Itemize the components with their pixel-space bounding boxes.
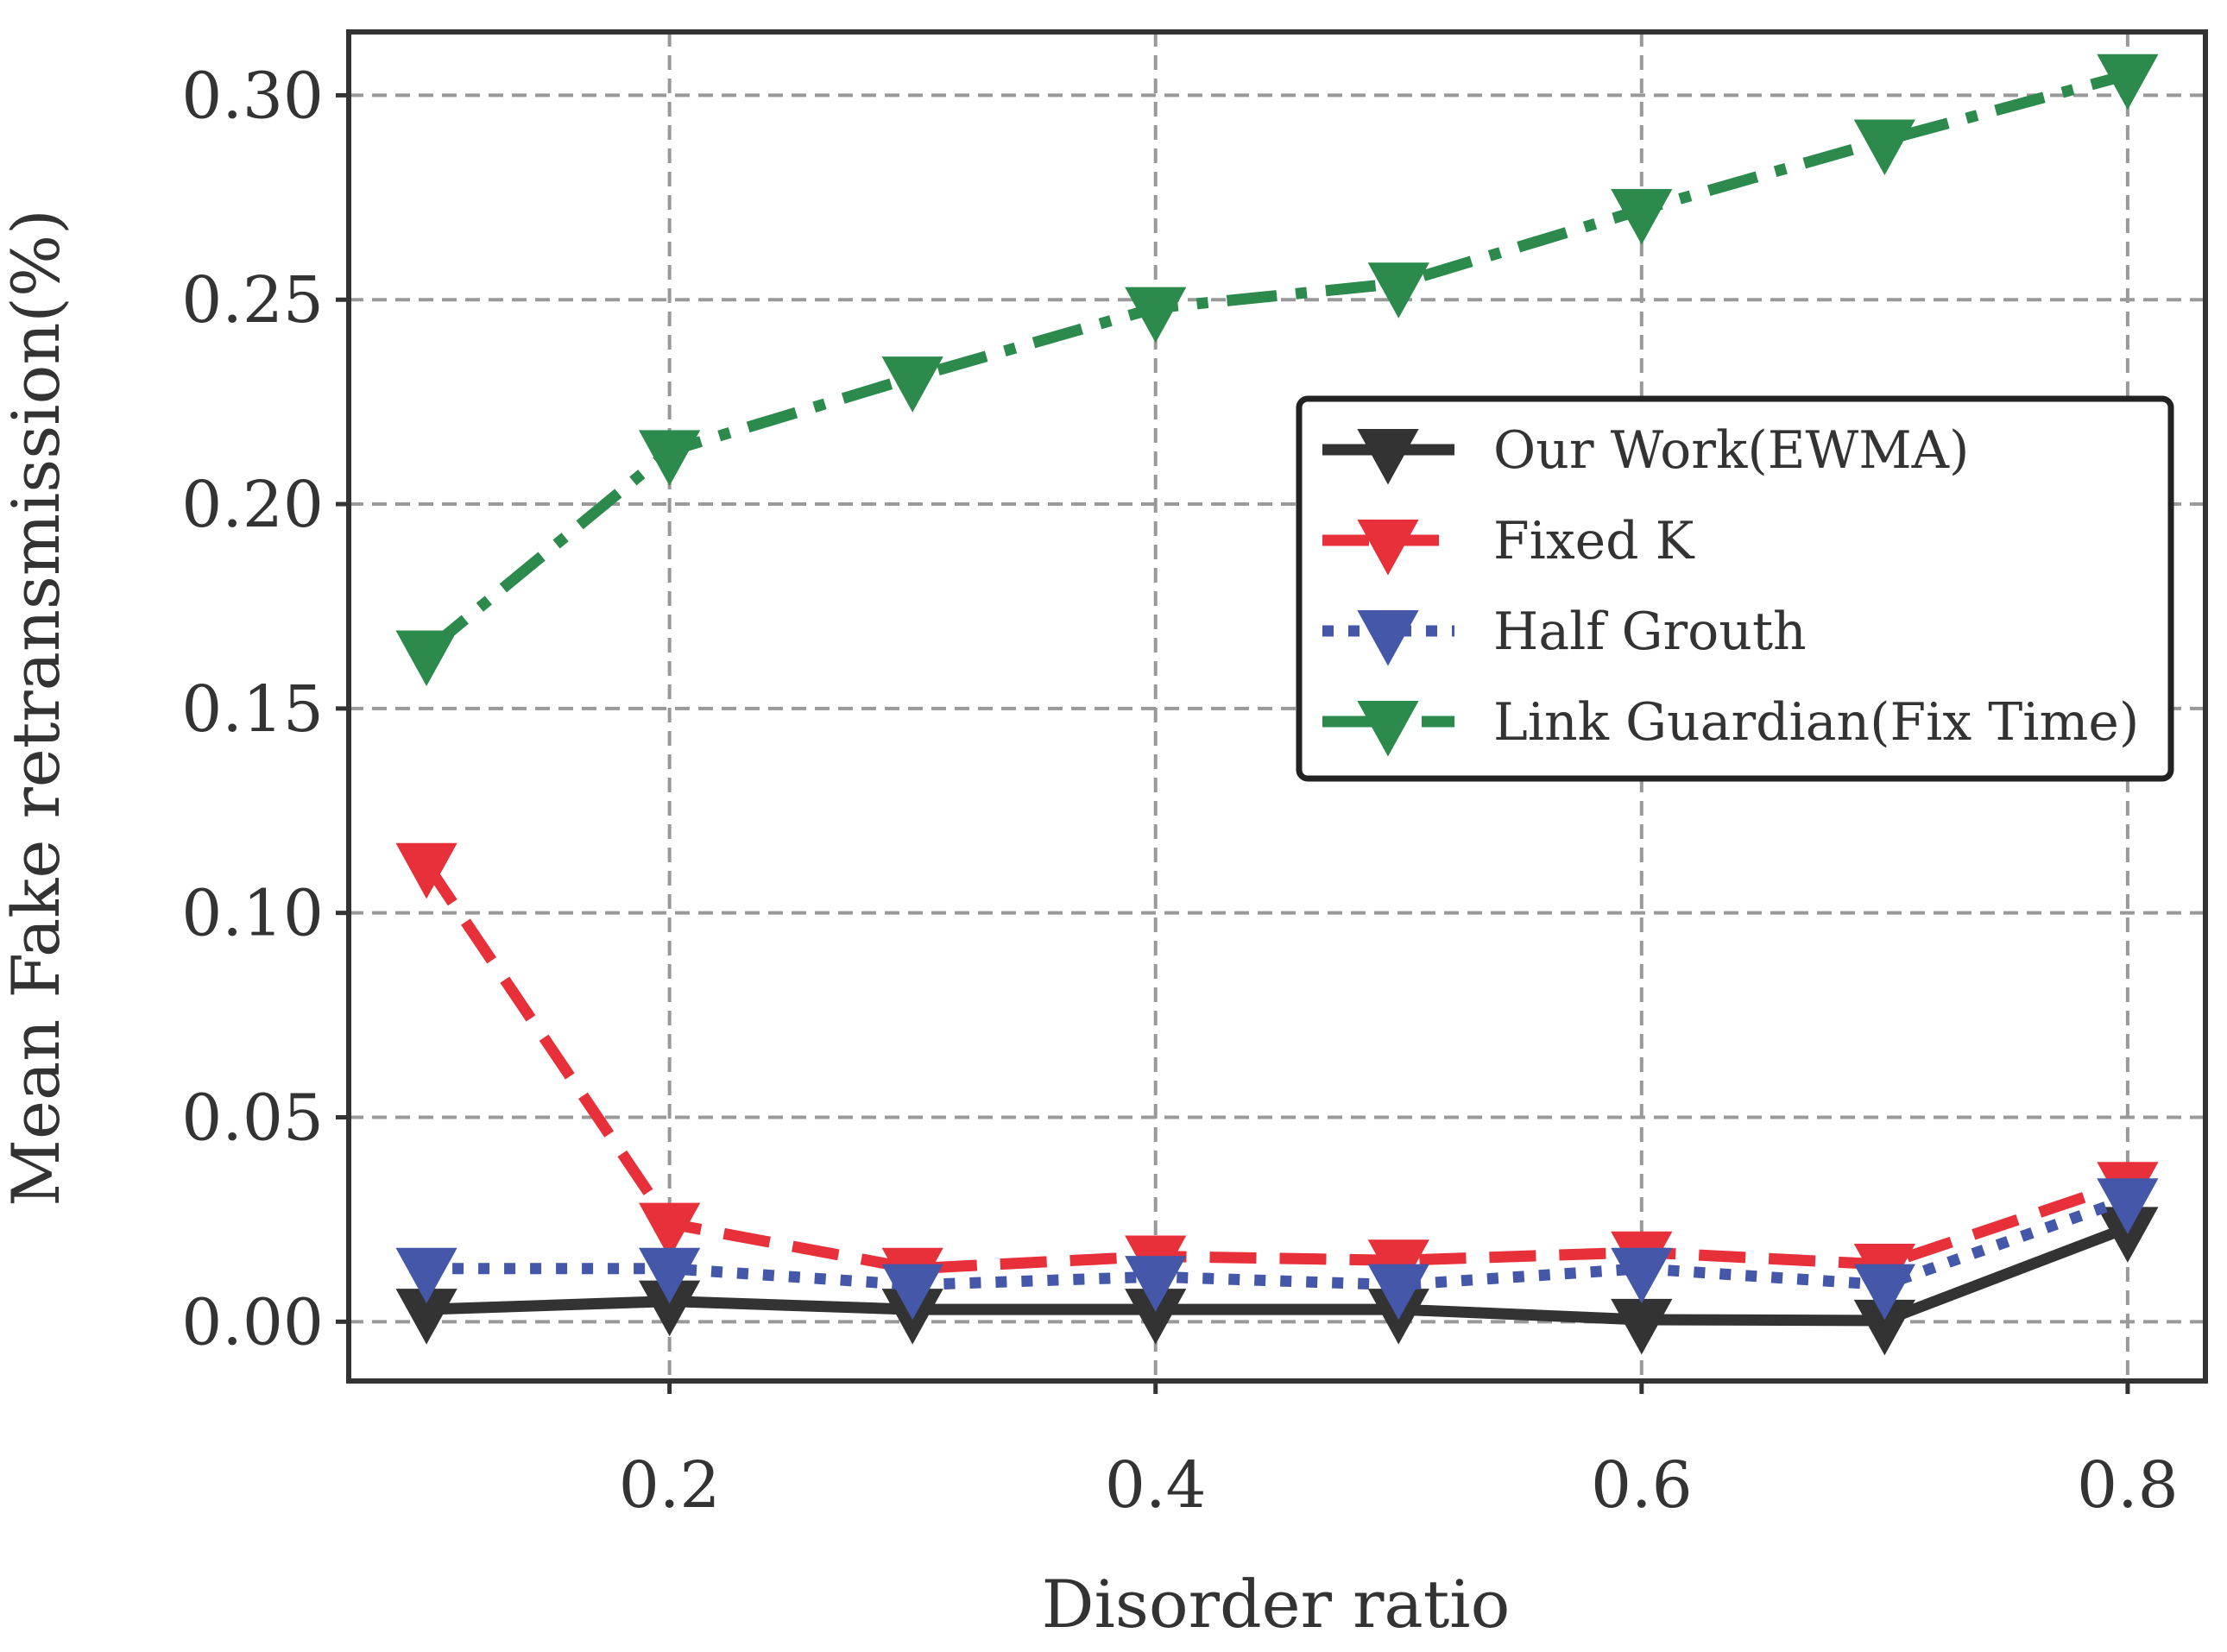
data-point-marker (395, 1247, 457, 1304)
y-tick-label: 0.10 (181, 877, 324, 951)
data-point-marker (395, 842, 457, 899)
axis-ticks: 0.2 0.4 0.6 0.8 0.00 0.05 0.10 0.15 0.20 0.25 0.30 (181, 59, 2179, 1523)
x-tick-label: 0.6 (1591, 1448, 1693, 1523)
x-tick-label: 0.8 (2077, 1448, 2179, 1523)
y-tick-label: 0.25 (181, 263, 324, 337)
data-point-marker (881, 1264, 943, 1321)
y-tick-label: 0.20 (181, 468, 324, 542)
data-point-marker (1611, 188, 1673, 245)
data-point-marker (1367, 262, 1429, 318)
data-point-marker (1853, 1264, 1915, 1321)
legend-marker (1357, 519, 1419, 576)
data-point-marker (2097, 54, 2159, 110)
legend: Our Work(EWMA) Fixed K Half Grouth Link Gua… (1296, 395, 2174, 782)
data-point-marker (1125, 287, 1187, 344)
data-point-marker (2097, 1178, 2159, 1234)
x-axis-title: Disorder ratio (1042, 1566, 1511, 1643)
y-axis-title: Mean Fake retransmission(%) (0, 209, 74, 1207)
x-tick-label: 0.2 (619, 1448, 721, 1523)
y-tick-label: 0.00 (181, 1285, 324, 1359)
legend-box (1296, 395, 2174, 782)
data-point-marker (395, 630, 457, 687)
y-tick-label: 0.05 (181, 1081, 324, 1156)
data-point-marker (1611, 1298, 1673, 1355)
data-point-marker (1853, 119, 1915, 175)
legend-marker (1357, 609, 1419, 666)
legend-marker (1357, 428, 1419, 485)
y-tick-label: 0.30 (181, 59, 324, 133)
data-point-marker (639, 430, 701, 486)
x-tick-label: 0.4 (1105, 1448, 1207, 1523)
data-point-marker (881, 356, 943, 413)
data-point-marker (1367, 1264, 1429, 1321)
series-line (422, 69, 2129, 656)
series-line (421, 861, 2129, 1275)
series-group (395, 54, 2159, 1356)
legend-marker (1357, 700, 1419, 757)
data-point-marker (1611, 1247, 1673, 1304)
y-tick-label: 0.15 (181, 672, 324, 747)
legend-label: Our Work(EWMA) (1493, 420, 1969, 481)
data-point-marker (1125, 1256, 1187, 1312)
legend-label: Fixed K (1493, 511, 1695, 571)
data-point-marker (639, 1202, 701, 1259)
data-point-marker (639, 1247, 701, 1304)
legend-label: Link Guardian(Fix Time) (1493, 692, 2139, 753)
legend-label: Half Grouth (1493, 602, 1807, 662)
series-line (426, 1222, 2130, 1327)
